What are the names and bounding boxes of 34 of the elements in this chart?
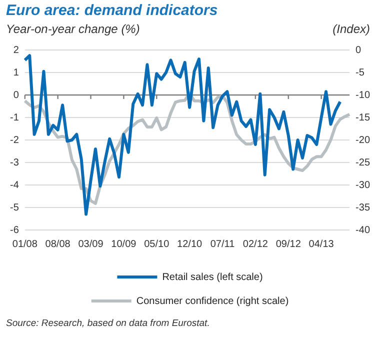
y2-tick-label: -25 — [356, 157, 370, 168]
y2-tick-label: -20 — [356, 134, 370, 146]
x-tick-label: 10/09 — [111, 238, 137, 250]
x-tick-label: 03/09 — [78, 238, 104, 250]
x-tick-label: 09/12 — [276, 238, 302, 250]
x-tick-label: 02/12 — [242, 238, 268, 250]
source-note: Source: Research, based on data from Eurostat. — [6, 318, 210, 329]
x-tick-label: 07/11 — [210, 238, 236, 250]
y2-tick-label: -5 — [356, 67, 365, 78]
x-tick-label: 08/08 — [45, 238, 71, 250]
y-axis-title: Year-on-year change (%) — [6, 22, 140, 36]
y-tick-label: -3 — [10, 157, 20, 168]
y-tick-label: 0 — [13, 90, 20, 101]
y-tick-label: -5 — [10, 202, 20, 214]
y-tick-label: 2 — [13, 44, 20, 56]
y2-tick-label: -15 — [356, 112, 370, 124]
y2-tick-label: -35 — [356, 202, 370, 214]
y2-axis-title: (Index) — [332, 22, 370, 36]
y-tick-label: -2 — [10, 134, 20, 146]
y-tick-label: -1 — [10, 112, 20, 124]
legend-label: Consumer confidence (right scale) — [136, 296, 289, 307]
y2-tick-label: -30 — [356, 180, 370, 191]
y-tick-label: -6 — [10, 224, 20, 236]
x-tick-label: 01/08 — [12, 238, 38, 250]
x-tick-label: 05/10 — [144, 238, 170, 250]
y2-tick-label: -40 — [356, 224, 370, 236]
x-tick-label: 12/10 — [177, 238, 203, 250]
y2-tick-label: -10 — [356, 90, 370, 101]
y2-tick-label: 0 — [356, 44, 362, 56]
legend-label: Retail sales (left scale) — [162, 272, 263, 283]
y-tick-label: 1 — [13, 67, 20, 78]
chart-title: Euro area: demand indicators — [6, 2, 218, 19]
x-tick-label: 04/13 — [308, 238, 334, 250]
y-tick-label: -4 — [10, 180, 20, 191]
